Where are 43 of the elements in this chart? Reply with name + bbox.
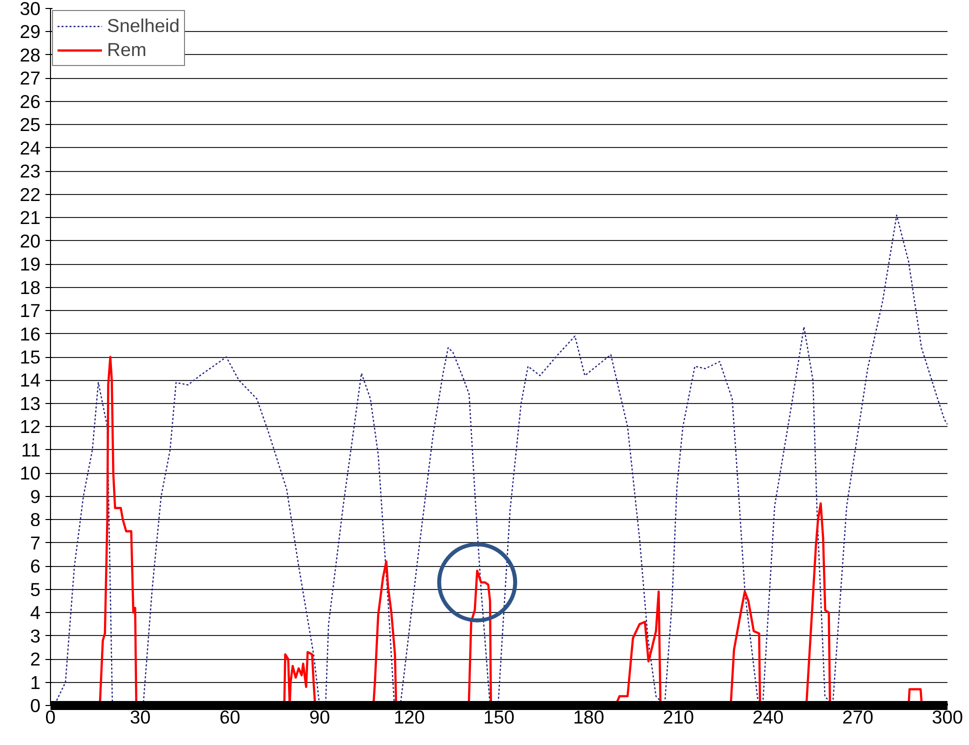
x-tick-label: 270 [842,706,874,728]
x-tick-label: 180 [573,706,604,728]
y-tick-label: 23 [20,160,41,182]
y-tick-label: 6 [30,556,41,577]
y-tick-label: 10 [20,462,41,484]
y-tick-label: 11 [21,439,41,460]
y-tick-label: 24 [20,137,41,158]
x-tick-label: 210 [662,706,694,728]
legend-label: Snelheid [107,15,180,37]
y-tick-label: 18 [20,276,41,298]
y-tick-label: 3 [30,625,41,646]
y-tick-label: 9 [30,486,41,507]
y-tick-label: 1 [30,672,41,693]
y-tick-label: 29 [20,21,41,42]
y-tick-label: 2 [30,648,41,670]
y-tick-label: 26 [20,90,41,112]
y-tick-label: 16 [20,323,41,344]
x-tick-label: 30 [130,706,151,728]
x-tick-label: 0 [45,706,56,728]
y-tick-label: 25 [20,114,41,136]
y-tick-label: 4 [30,602,41,624]
x-tick-label: 120 [394,706,425,728]
y-tick-label: 5 [30,578,41,600]
x-tick-label: 300 [932,706,964,728]
x-tick-label: 90 [309,706,330,728]
y-tick-label: 22 [20,184,41,205]
y-tick-label: 17 [20,300,41,322]
y-tick-label: 21 [20,207,41,228]
y-tick-label: 12 [20,416,41,438]
x-tick-label: 150 [483,706,515,728]
y-tick-label: 19 [20,254,41,275]
y-tick-label: 15 [20,346,41,368]
y-tick-label: 27 [20,68,41,89]
y-tick-label: 13 [20,392,41,414]
y-tick-label: 28 [20,44,41,66]
y-tick-label: 8 [30,509,41,530]
x-tick-label: 240 [752,706,784,728]
legend-label: Rem [107,39,146,61]
y-tick-label: 30 [20,0,41,19]
y-tick-label: 14 [20,370,41,391]
y-tick-label: 7 [30,532,41,554]
y-tick-label: 20 [20,230,41,252]
x-tick-label: 60 [220,706,240,728]
